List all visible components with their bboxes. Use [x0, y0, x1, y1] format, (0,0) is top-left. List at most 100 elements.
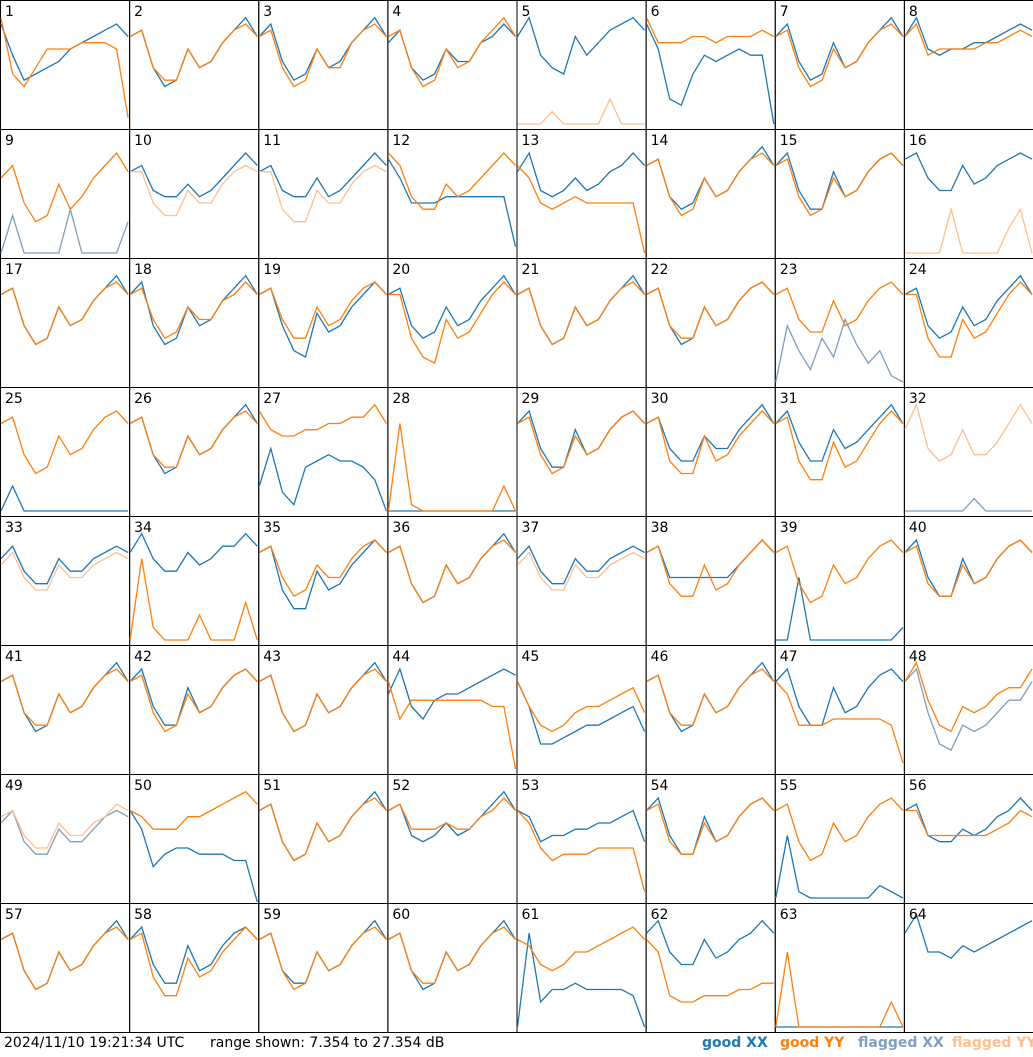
spectrum-line [388, 281, 516, 365]
spectrum-line [517, 809, 646, 843]
spectrum-line [904, 912, 1033, 960]
spectrum-line [259, 164, 387, 223]
spectrum-line [646, 17, 775, 44]
panel-label: 31 [780, 391, 798, 407]
panel-label: 55 [780, 778, 798, 794]
spectrum-line [646, 152, 775, 217]
legend-entry: good XX [702, 1035, 768, 1051]
panel-label: 32 [909, 391, 927, 407]
panel-label: 16 [909, 133, 927, 149]
panel-label: 25 [5, 391, 23, 407]
panel-label: 26 [134, 391, 152, 407]
spectrum-line [129, 152, 258, 198]
panel-label: 22 [651, 262, 669, 278]
spectrum-line [516, 151, 646, 198]
spectrum-line [0, 206, 129, 254]
panel-label: 21 [522, 262, 540, 278]
spectrum-line [258, 281, 387, 339]
spectrum-line [775, 577, 904, 641]
panel-label: 44 [392, 649, 410, 665]
spectrum-line [775, 667, 904, 726]
panel-label: 13 [522, 133, 540, 149]
spectrum-line [646, 939, 774, 1003]
spectrum-line [388, 926, 516, 984]
spectrum-line [904, 281, 1033, 358]
spectrum-line [129, 410, 258, 468]
spectrum-line [388, 16, 517, 88]
panel-label: 53 [522, 778, 540, 794]
spectrum-line [388, 797, 516, 830]
spectrum-line [646, 281, 775, 339]
panel-label: 58 [134, 907, 152, 923]
spectrum-line [775, 835, 904, 899]
panel-label: 19 [263, 262, 281, 278]
panel-label: 1 [5, 4, 14, 20]
spectrum-line [0, 803, 129, 849]
spectrum-line [517, 165, 646, 254]
spectrum-line [258, 446, 388, 512]
panel-label: 33 [5, 520, 23, 536]
spectrum-line [775, 403, 904, 462]
panel-label: 9 [5, 133, 14, 149]
spectrum-line [258, 539, 387, 610]
spectrum-line [129, 926, 258, 997]
spectrum-line [258, 23, 387, 88]
panel-label: 63 [780, 907, 798, 923]
spectrum-line [258, 797, 387, 862]
spectrum-line [775, 16, 904, 82]
spectrum-line [0, 23, 129, 82]
legend-entry: flagged XX [858, 1035, 944, 1051]
spectrum-line [904, 274, 1033, 340]
panel-label: 30 [651, 391, 669, 407]
panel-label: 4 [392, 4, 401, 20]
spectrum-line [775, 681, 904, 763]
spectrum-line [0, 410, 129, 475]
spectrum-line [258, 926, 387, 991]
panel-label: 42 [134, 649, 152, 665]
legend-entry: flagged YY [952, 1035, 1033, 1051]
spectrum-line [129, 274, 258, 346]
spectrum-line [516, 681, 646, 745]
spectrum-line [516, 681, 646, 733]
panel-label: 14 [651, 133, 669, 149]
spectrum-line [387, 667, 516, 721]
spectrum-line [517, 810, 646, 892]
spectrum-line [646, 539, 775, 597]
panel-label: 46 [651, 649, 669, 665]
panel-label: 45 [522, 649, 540, 665]
spectrum-line [646, 919, 775, 966]
spectrum-line [517, 281, 646, 346]
spectrum-line [0, 809, 129, 855]
panel-label: 41 [5, 649, 23, 665]
spectrum-line [517, 551, 645, 591]
spectrum-line [516, 16, 646, 75]
spectrum-line [258, 281, 387, 358]
panel-label: 40 [909, 520, 927, 536]
panel-label: 18 [134, 262, 152, 278]
panel-label: 47 [780, 649, 798, 665]
spectrum-line [904, 809, 1033, 837]
spectrum-line [388, 790, 517, 843]
spectrum-line [517, 97, 645, 125]
spectrum-line [388, 274, 517, 340]
panel-label: 64 [909, 907, 927, 923]
spectrum-line [517, 410, 646, 475]
panel-label: 56 [909, 778, 927, 794]
panel-label: 3 [263, 4, 272, 20]
spectrum-line [904, 661, 1033, 733]
spectrum-line [646, 23, 775, 125]
panel-label: 38 [651, 520, 669, 536]
spectrum-line [258, 403, 387, 437]
panel-label: 62 [651, 907, 669, 923]
panel-label: 11 [263, 133, 281, 149]
spectrum-line [129, 532, 258, 572]
spectrum-line [387, 681, 517, 770]
panel-label: 50 [134, 778, 152, 794]
panel-label: 10 [134, 133, 152, 149]
spectrum-line [517, 926, 646, 972]
spectrum-line [517, 545, 645, 585]
spectrum-line [646, 668, 775, 726]
panel-label: 28 [392, 391, 410, 407]
panel-frame [903, 903, 1033, 1033]
